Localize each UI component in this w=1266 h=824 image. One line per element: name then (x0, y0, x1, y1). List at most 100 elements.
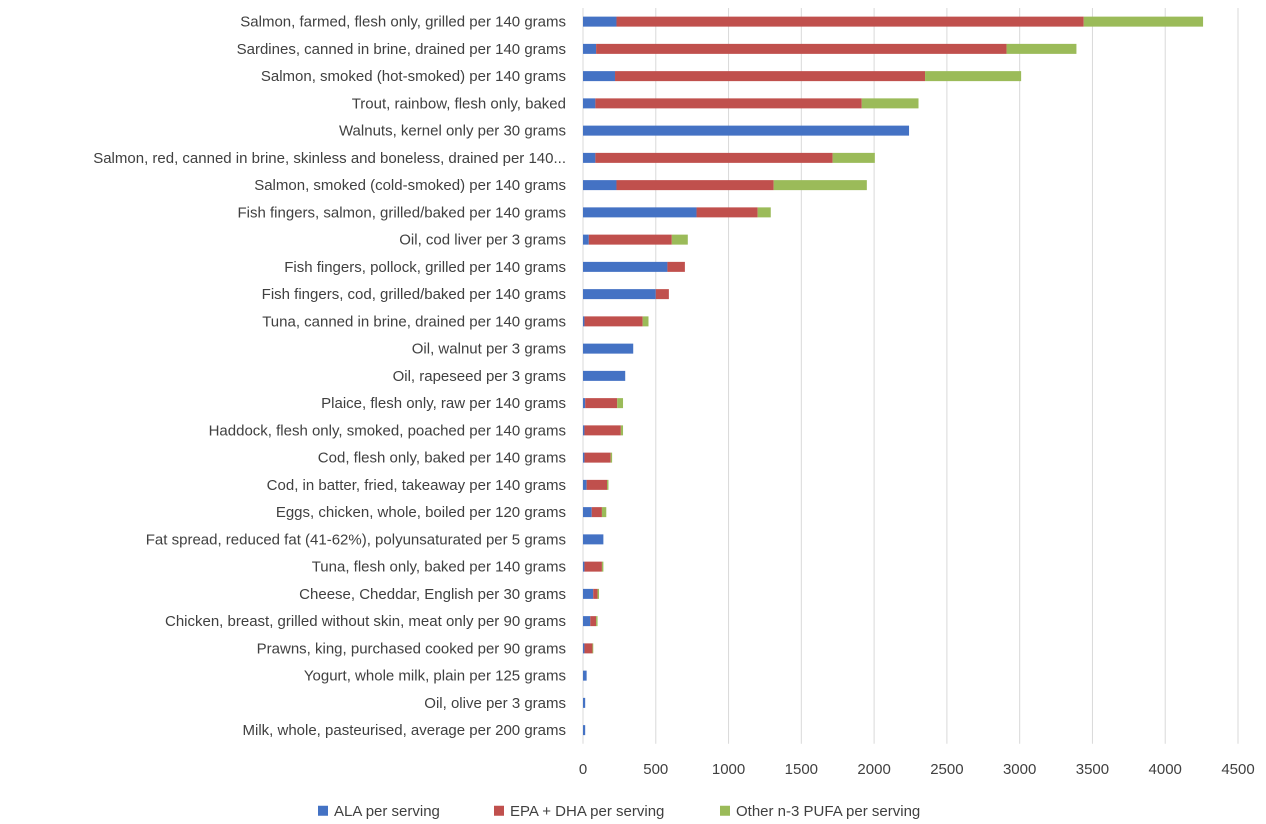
category-label: Eggs, chicken, whole, boiled per 120 gra… (276, 504, 566, 521)
bars (583, 16, 1204, 736)
category-label: Salmon, red, canned in brine, skinless a… (93, 150, 566, 167)
category-label: Salmon, farmed, flesh only, grilled per … (240, 14, 566, 31)
legend-label: ALA per serving (334, 803, 440, 820)
x-tick-label: 2500 (930, 761, 963, 778)
bar-segment-other-n-3-pufa-per-serving (597, 588, 600, 599)
bar-segment-ala-per-serving (583, 207, 697, 218)
bar-segment-other-n-3-pufa-per-serving (601, 507, 607, 518)
bar-segment-ala-per-serving (583, 507, 592, 518)
x-tick-label: 4000 (1149, 761, 1182, 778)
legend-label: Other n-3 PUFA per serving (736, 803, 920, 820)
bar-segment-other-n-3-pufa-per-serving (596, 616, 598, 627)
bar-segment-ala-per-serving (583, 71, 616, 82)
category-label: Oil, walnut per 3 grams (412, 341, 566, 358)
bar-segment-epa-dha-per-serving (590, 616, 597, 627)
bar-segment-ala-per-serving (583, 152, 596, 163)
bar-segment-ala-per-serving (583, 479, 587, 490)
bar-segment-other-n-3-pufa-per-serving (642, 316, 649, 327)
category-label: Yogurt, whole milk, plain per 125 grams (304, 668, 566, 685)
category-label: Haddock, flesh only, smoked, poached per… (209, 422, 566, 439)
category-label: Salmon, smoked (cold-smoked) per 140 gra… (254, 177, 566, 194)
category-label: Oil, olive per 3 grams (424, 695, 566, 712)
bar-segment-other-n-3-pufa-per-serving (617, 398, 624, 409)
category-label: Milk, whole, pasteurised, average per 20… (243, 722, 567, 739)
category-label: Fish fingers, salmon, grilled/baked per … (238, 204, 567, 221)
bar-segment-ala-per-serving (583, 43, 597, 54)
bar-segment-epa-dha-per-serving (596, 43, 1007, 54)
bar-segment-other-n-3-pufa-per-serving (861, 98, 919, 109)
category-label: Tuna, flesh only, baked per 140 grams (312, 559, 566, 576)
bar-segment-ala-per-serving (583, 289, 656, 300)
bar-segment-ala-per-serving (583, 670, 587, 681)
category-labels: Salmon, farmed, flesh only, grilled per … (93, 14, 566, 740)
bar-segment-ala-per-serving (583, 98, 596, 109)
bar-segment-other-n-3-pufa-per-serving (1083, 16, 1204, 27)
category-label: Chicken, breast, grilled without skin, m… (165, 613, 566, 630)
legend-swatch (318, 805, 328, 816)
bar-segment-ala-per-serving (583, 261, 668, 272)
bar-segment-other-n-3-pufa-per-serving (757, 207, 771, 218)
category-label: Trout, rainbow, flesh only, baked (352, 95, 566, 112)
bar-segment-other-n-3-pufa-per-serving (773, 180, 867, 191)
bar-segment-other-n-3-pufa-per-serving (925, 71, 1022, 82)
bar-segment-ala-per-serving (583, 398, 586, 409)
category-label: Plaice, flesh only, raw per 140 grams (321, 395, 566, 412)
bar-segment-ala-per-serving (583, 425, 585, 436)
bar-segment-ala-per-serving (583, 452, 585, 463)
bar-segment-epa-dha-per-serving (616, 180, 774, 191)
category-label: Cod, flesh only, baked per 140 grams (318, 450, 566, 467)
bar-segment-ala-per-serving (583, 616, 591, 627)
bar-segment-ala-per-serving (583, 234, 589, 245)
bar-segment-epa-dha-per-serving (584, 643, 593, 654)
category-label: Oil, cod liver per 3 grams (399, 232, 566, 249)
bar-segment-other-n-3-pufa-per-serving (592, 643, 594, 654)
x-tick-label: 4500 (1221, 761, 1254, 778)
bar-segment-ala-per-serving (583, 643, 585, 654)
bar-segment-other-n-3-pufa-per-serving (1006, 43, 1077, 54)
bar-segment-ala-per-serving (583, 725, 586, 736)
bar-segment-epa-dha-per-serving (616, 16, 1084, 27)
bar-segment-epa-dha-per-serving (595, 98, 862, 109)
category-label: Walnuts, kernel only per 30 grams (339, 123, 566, 140)
gridlines (582, 8, 1239, 744)
bar-segment-epa-dha-per-serving (584, 452, 611, 463)
legend-swatch (494, 805, 504, 816)
bar-segment-ala-per-serving (583, 316, 585, 327)
bar-segment-epa-dha-per-serving (586, 479, 608, 490)
bar-segment-other-n-3-pufa-per-serving (601, 561, 604, 572)
category-label: Salmon, smoked (hot-smoked) per 140 gram… (261, 68, 566, 85)
category-label: Tuna, canned in brine, drained per 140 g… (262, 313, 566, 330)
category-label: Fish fingers, pollock, grilled per 140 g… (284, 259, 566, 276)
bar-segment-ala-per-serving (583, 534, 604, 545)
bar-segment-epa-dha-per-serving (667, 261, 685, 272)
category-label: Sardines, canned in brine, drained per 1… (237, 41, 566, 58)
bar-segment-ala-per-serving (583, 343, 634, 354)
bar-segment-ala-per-serving (583, 180, 617, 191)
legend: ALA per serving EPA + DHA per serving Othe… (318, 803, 920, 820)
bar-segment-epa-dha-per-serving (585, 398, 618, 409)
bar-segment-epa-dha-per-serving (591, 507, 602, 518)
x-tick-label: 1500 (785, 761, 818, 778)
bar-segment-epa-dha-per-serving (615, 71, 926, 82)
category-label: Fish fingers, cod, grilled/baked per 140… (262, 286, 566, 303)
x-tick-label: 3500 (1076, 761, 1109, 778)
bar-segment-other-n-3-pufa-per-serving (610, 452, 613, 463)
bar-segment-epa-dha-per-serving (696, 207, 758, 218)
bar-segment-other-n-3-pufa-per-serving (832, 152, 875, 163)
bar-segment-other-n-3-pufa-per-serving (671, 234, 688, 245)
bar-segment-epa-dha-per-serving (595, 152, 833, 163)
bar-segment-epa-dha-per-serving (588, 234, 672, 245)
bar-segment-ala-per-serving (583, 588, 594, 599)
bar-segment-epa-dha-per-serving (593, 588, 598, 599)
x-tick-label: 1000 (712, 761, 745, 778)
x-tick-label: 3000 (1003, 761, 1036, 778)
category-label: Cod, in batter, fried, takeaway per 140 … (267, 477, 566, 494)
bar-segment-ala-per-serving (583, 697, 586, 708)
bar-segment-epa-dha-per-serving (655, 289, 669, 300)
bar-segment-ala-per-serving (583, 125, 910, 136)
category-label: Prawns, king, purchased cooked per 90 gr… (257, 640, 566, 657)
bar-segment-ala-per-serving (583, 370, 626, 381)
x-tick-labels: 0 500 1000 1500 2000 2500 3000 3500 4000 4500 (579, 761, 1255, 778)
legend-label: EPA + DHA per serving (510, 803, 664, 820)
